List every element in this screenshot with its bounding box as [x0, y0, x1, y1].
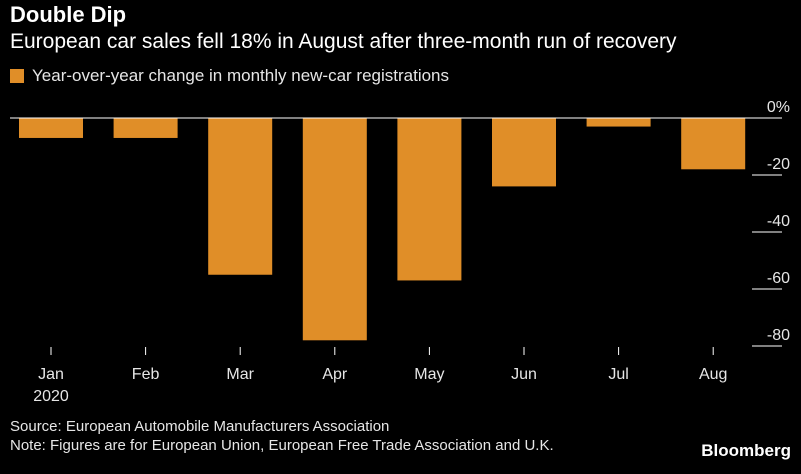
- x-tick-label-jul: Jul: [608, 366, 628, 383]
- y-tick-label: -60: [767, 270, 790, 287]
- x-tick-sublabel-year: 2020: [33, 388, 69, 405]
- footnote: Note: Figures are for European Union, Eu…: [10, 437, 554, 454]
- x-tick-label-may: May: [414, 366, 444, 383]
- x-tick-label-aug: Aug: [699, 366, 727, 383]
- bar-jun: [492, 118, 556, 187]
- legend-label: Year-over-year change in monthly new-car…: [32, 66, 450, 85]
- bloomberg-logo: Bloomberg: [701, 441, 791, 460]
- bar-jul: [586, 118, 651, 127]
- y-tick-label: 0%: [767, 99, 790, 116]
- bar-apr: [302, 118, 367, 341]
- chart-title: Double Dip: [10, 2, 127, 27]
- y-tick-label: -20: [767, 156, 790, 173]
- x-tick-label-mar: Mar: [226, 366, 254, 383]
- x-tick-label-jun: Jun: [511, 366, 537, 383]
- source-note: Source: European Automobile Manufacturer…: [10, 418, 390, 435]
- chart-subtitle: European car sales fell 18% in August af…: [10, 30, 677, 53]
- bar-may: [397, 118, 462, 281]
- y-tick-label: -80: [767, 327, 790, 344]
- x-tick-label-jan: Jan: [38, 366, 64, 383]
- bar-jan: [19, 118, 83, 138]
- x-tick-label-feb: Feb: [132, 366, 160, 383]
- bar-aug: [681, 118, 746, 170]
- legend-swatch: [10, 69, 24, 83]
- bar-feb: [113, 118, 178, 138]
- bar-mar: [208, 118, 273, 275]
- legend: Year-over-year change in monthly new-car…: [10, 66, 449, 86]
- x-tick-label-apr: Apr: [322, 366, 348, 383]
- y-tick-label: -40: [767, 213, 790, 230]
